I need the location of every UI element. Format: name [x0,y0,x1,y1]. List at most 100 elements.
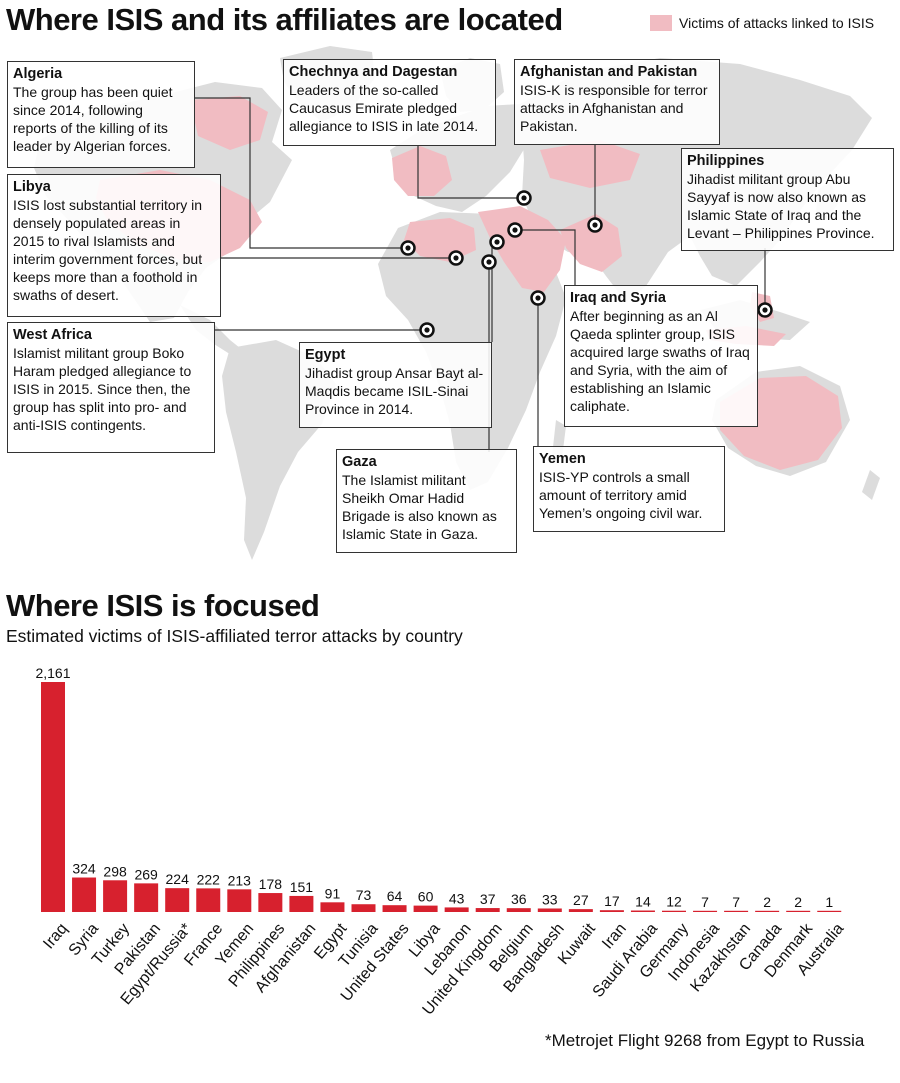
bar-chart: 2,161 324 298 269 224 222 213 178 151 91 73 64 60 43 3… [35,665,847,1019]
value-label: 151 [290,879,314,895]
value-label: 64 [387,888,403,904]
annotation-title: Egypt [305,347,346,363]
bar-denmark [786,910,811,912]
annotation-title: Afghanistan and Pakistan [520,64,698,80]
value-label: 43 [449,890,465,906]
legend-swatch [650,15,672,31]
bar-australia [817,910,842,912]
value-label: 224 [166,871,190,887]
annotation-title: West Africa [13,327,92,343]
bar-saudi-arabia [630,910,655,912]
annotation-iraq-syria: Iraq and Syria After beginning as an Al … [564,285,758,427]
bar-egypt [320,902,345,912]
annotation-philippines: Philippines Jihadist militant group Abu … [681,148,894,251]
bar-kuwait [568,909,593,912]
value-label: 178 [259,876,283,892]
value-labels-layer: 2,161 324 298 269 224 222 213 178 151 91 73 64 60 43 3… [35,665,833,910]
value-label: 17 [604,893,620,909]
bar-egypt-russia [165,888,190,912]
bar-libya [413,905,438,912]
annotation-gaza: Gaza The Islamist militant Sheikh Omar H… [336,449,517,553]
bar-philippines [258,893,283,912]
annotation-yemen: Yemen ISIS-YP controls a small amount of… [533,446,725,532]
category-labels-layer: IraqSyriaTurkeyPakistanEgypt/Russia*Fran… [40,920,847,1019]
map-section: Where ISIS and its affiliates are locate… [6,2,894,560]
bar-united-kingdom [475,908,500,912]
bar-tunisia [351,904,376,912]
value-label: 91 [325,885,341,901]
value-label: 73 [356,887,372,903]
value-label: 12 [666,894,682,910]
annotation-text: Leaders of the so-called Caucasus Emirat… [289,82,479,134]
bar-lebanon [444,907,469,912]
annotation-text: ISIS-K is responsible for terror attacks… [520,82,708,134]
annotation-title: Chechnya and Dagestan [289,64,458,80]
bar-pakistan [134,883,159,912]
victims-middle-east [478,206,566,292]
value-label: 213 [228,872,252,888]
annotation-west-africa: West Africa Islamist militant group Boko… [7,322,215,453]
bar-france [196,888,221,912]
location-markers [400,190,773,338]
map-legend: Victims of attacks linked to ISIS [650,15,874,31]
bar-afghanistan [289,895,314,912]
chart-title: Where ISIS is focused [6,588,320,623]
annotation-text: After beginning as an Al Qaeda splinter … [570,308,750,414]
bar-indonesia [693,910,718,912]
chart-subtitle: Estimated victims of ISIS-affiliated ter… [6,626,463,646]
annotation-text: ISIS lost substantial territory in dense… [13,197,203,303]
annotation-title: Algeria [13,66,63,82]
bar-canada [755,910,780,912]
bar-iraq [41,682,65,912]
bar-kazakhstan [724,910,749,912]
bars-layer [41,682,842,912]
bar-united-states [382,905,407,912]
annotation-title: Libya [13,179,51,195]
value-label: 14 [635,894,651,910]
annotation-title: Philippines [687,153,765,169]
annotation-text: The group has been quiet since 2014, fol… [13,84,173,154]
value-label: 222 [197,871,221,887]
annotation-text: Islamist militant group Boko Haram pledg… [13,345,192,433]
bar-syria [72,877,97,912]
value-label: 324 [72,861,96,877]
annotation-text: ISIS-YP controls a small amount of terri… [539,469,703,521]
victims-canada [190,96,268,150]
value-label: 37 [480,891,496,907]
annotation-libya: Libya ISIS lost substantial territory in… [7,174,221,317]
bar-belgium [506,908,531,912]
annotation-title: Yemen [539,451,586,467]
value-label: 1 [825,894,833,910]
legend-label: Victims of attacks linked to ISIS [679,15,875,31]
value-label: 2,161 [35,665,70,681]
annotation-afghanistan: Afghanistan and Pakistan ISIS-K is respo… [514,59,720,145]
annotation-text: Jihadist group Ansar Bayt al-Maqdis beca… [305,365,484,417]
bar-germany [662,910,686,912]
value-label: 2 [763,894,771,910]
bar-bangladesh [537,908,562,912]
annotation-algeria: Algeria The group has been quiet since 2… [7,61,195,168]
annotation-title: Gaza [342,454,377,470]
bar-iran [599,910,624,912]
value-label: 298 [103,863,127,879]
value-label: 7 [701,894,709,910]
value-label: 36 [511,891,527,907]
value-label: 33 [542,891,558,907]
victims-europe [392,146,452,196]
value-label: 7 [732,894,740,910]
map-title: Where ISIS and its affiliates are locate… [6,2,563,37]
annotation-title: Iraq and Syria [570,290,666,306]
new-zealand-land [862,470,880,500]
bar-turkey [103,880,128,912]
annotation-egypt: Egypt Jihadist group Ansar Bayt al-Maqdi… [299,342,492,428]
annotation-chechnya: Chechnya and Dagestan Leaders of the so-… [283,59,496,146]
annotation-text: The Islamist militant Sheikh Omar Hadid … [342,472,497,542]
victims-kazakhstan [540,140,640,188]
value-label: 27 [573,892,589,908]
value-label: 2 [794,894,802,910]
bar-yemen [227,889,252,912]
annotation-text: Jihadist militant group Abu Sayyaf is no… [687,171,875,241]
chart-footnote: *Metrojet Flight 9268 from Egypt to Russ… [545,1031,865,1050]
value-label: 60 [418,889,434,905]
value-label: 269 [134,866,158,882]
